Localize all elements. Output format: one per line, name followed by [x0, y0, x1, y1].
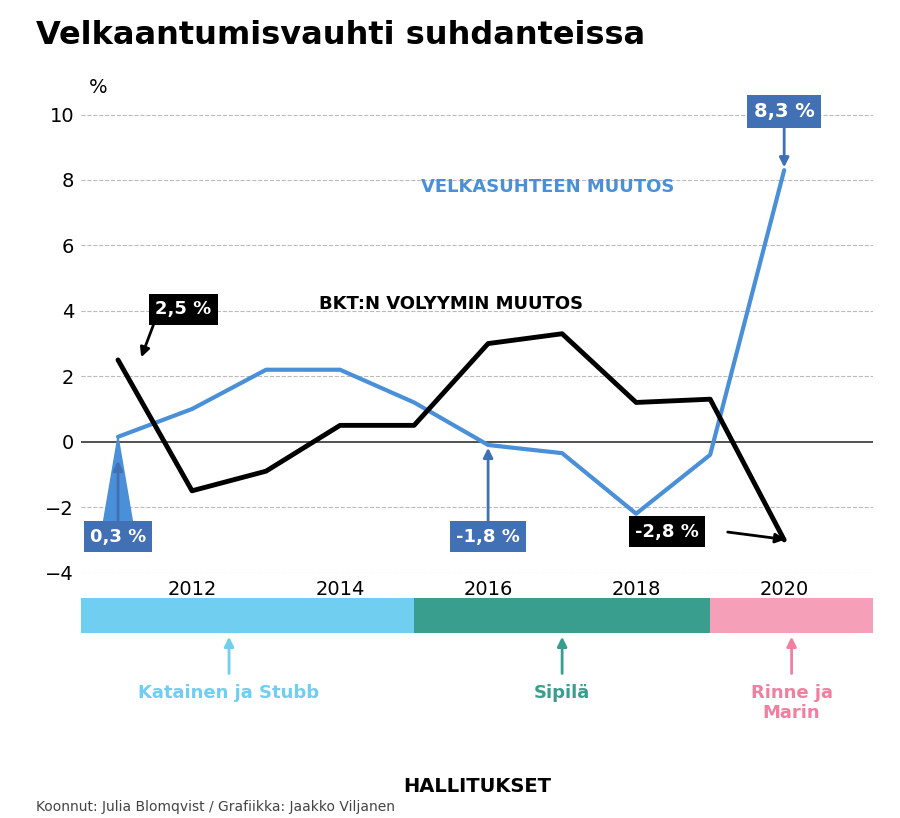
Text: %: %: [88, 78, 107, 97]
Text: BKT:N VOLYYMIN MUUTOS: BKT:N VOLYYMIN MUUTOS: [319, 295, 583, 313]
Text: Sipilä: Sipilä: [534, 684, 590, 702]
Text: Rinne ja
Marin: Rinne ja Marin: [751, 684, 833, 722]
Text: VELKASUHTEEN MUUTOS: VELKASUHTEEN MUUTOS: [420, 178, 674, 196]
Bar: [81, 598, 414, 633]
Text: 8,3 %: 8,3 %: [754, 101, 814, 121]
Text: HALLITUKSET: HALLITUKSET: [403, 777, 551, 796]
Polygon shape: [104, 437, 133, 524]
Text: Katainen ja Stubb: Katainen ja Stubb: [139, 684, 320, 702]
Text: 0,3 %: 0,3 %: [90, 528, 146, 546]
Bar: [710, 598, 873, 633]
Text: -1,8 %: -1,8 %: [456, 528, 520, 546]
Bar: [414, 598, 710, 633]
Text: Koonnut: Julia Blomqvist / Grafiikka: Jaakko Viljanen: Koonnut: Julia Blomqvist / Grafiikka: Ja…: [36, 800, 395, 814]
Text: -2,8 %: -2,8 %: [635, 523, 699, 541]
Text: Velkaantumisvauhti suhdanteissa: Velkaantumisvauhti suhdanteissa: [36, 20, 645, 52]
Text: 2,5 %: 2,5 %: [155, 300, 212, 318]
